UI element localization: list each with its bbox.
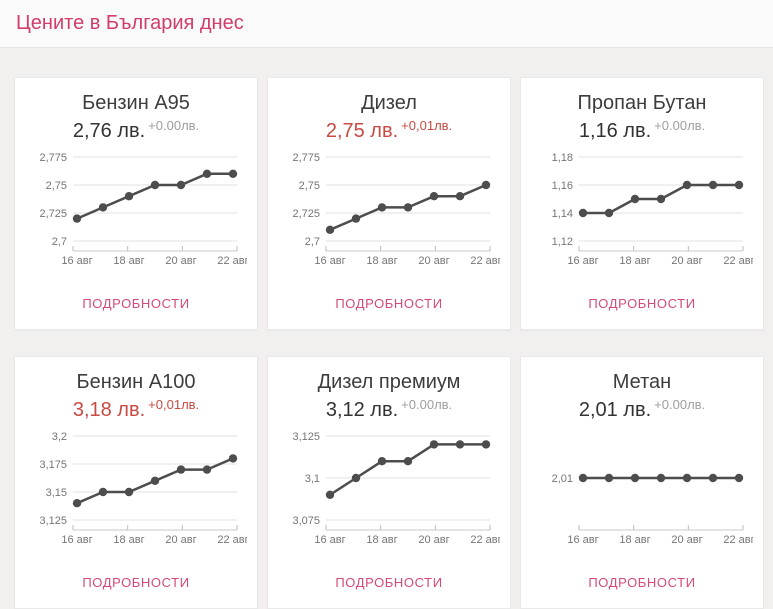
price-row: 2,76 лв. +0.00лв. xyxy=(73,118,199,143)
price-row: 2,01 лв. +0.00лв. xyxy=(579,397,705,422)
svg-text:3,075: 3,075 xyxy=(292,515,320,527)
details-link[interactable]: ПОДРОБНОСТИ xyxy=(82,296,190,311)
svg-text:1,18: 1,18 xyxy=(552,152,573,164)
svg-text:2,775: 2,775 xyxy=(292,152,320,164)
svg-text:2,725: 2,725 xyxy=(292,208,320,220)
details-link[interactable]: ПОДРОБНОСТИ xyxy=(335,296,443,311)
price-history-chart: 1,12 1,14 1,16 1,18 16 авг 18 авг 20 авг 22 авг xyxy=(552,152,753,267)
svg-text:3,1: 3,1 xyxy=(305,473,320,485)
svg-text:18 авг: 18 авг xyxy=(619,255,650,267)
svg-text:18 авг: 18 авг xyxy=(619,534,650,546)
svg-text:16 авг: 16 авг xyxy=(61,255,92,267)
svg-text:2,725: 2,725 xyxy=(39,208,67,220)
svg-text:20 авг: 20 авг xyxy=(671,534,702,546)
svg-text:22 авг: 22 авг xyxy=(217,255,247,267)
svg-text:16 авг: 16 авг xyxy=(314,534,345,546)
fuel-name: Бензин А100 xyxy=(76,371,196,393)
current-price: 3,12 лв. xyxy=(325,399,399,421)
svg-text:20 авг: 20 авг xyxy=(165,255,196,267)
current-price: 2,76 лв. xyxy=(72,120,146,142)
price-row: 1,16 лв. +0.00лв. xyxy=(579,118,705,143)
page-header: Цените в България днес xyxy=(0,0,773,48)
fuel-card-benzin-a95: Бензин А95 2,76 лв. +0.00лв. 2,7 2,725 2,75… xyxy=(14,77,258,330)
svg-text:3,15: 3,15 xyxy=(46,487,67,499)
price-change: +0,01лв. xyxy=(148,397,200,412)
svg-text:18 авг: 18 авг xyxy=(366,534,397,546)
details-link[interactable]: ПОДРОБНОСТИ xyxy=(588,296,696,311)
price-change: +0.00лв. xyxy=(654,397,706,412)
details-link[interactable]: ПОДРОБНОСТИ xyxy=(588,575,696,590)
price-history-chart: 3,075 3,1 3,125 16 авг 18 авг 20 авг 22 авг xyxy=(292,431,500,546)
svg-text:16 авг: 16 авг xyxy=(567,255,598,267)
svg-text:1,14: 1,14 xyxy=(552,208,573,220)
svg-text:3,2: 3,2 xyxy=(52,431,67,443)
price-row: 3,18 лв. +0,01лв. xyxy=(73,397,199,422)
svg-text:2,75: 2,75 xyxy=(46,180,67,192)
svg-text:2,75: 2,75 xyxy=(299,180,320,192)
price-change: +0.00лв. xyxy=(148,118,200,133)
page-title: Цените в България днес xyxy=(16,12,244,34)
svg-text:22 авг: 22 авг xyxy=(470,534,500,546)
svg-text:1,16: 1,16 xyxy=(552,180,573,192)
svg-text:20 авг: 20 авг xyxy=(165,534,196,546)
price-history-chart: 2,7 2,725 2,75 2,775 16 авг 18 авг 20 авг 22 ав… xyxy=(39,152,247,267)
svg-text:3,125: 3,125 xyxy=(292,431,320,443)
svg-text:2,7: 2,7 xyxy=(52,236,67,248)
current-price: 2,01 лв. xyxy=(578,399,652,421)
svg-text:16 авг: 16 авг xyxy=(314,255,345,267)
fuel-card-propan-butan: Пропан Бутан 1,16 лв. +0.00лв. 1,12 1,14 1,… xyxy=(520,77,764,330)
svg-text:1,12: 1,12 xyxy=(552,236,573,248)
current-price: 3,18 лв. xyxy=(72,399,146,421)
price-history-chart: 2,7 2,725 2,75 2,775 16 авг 18 авг 20 авг 22 ав… xyxy=(292,152,500,267)
price-row: 2,75 лв. +0,01лв. xyxy=(326,118,452,143)
fuel-card-dizel-premium: Дизел премиум 3,12 лв. +0.00лв. 3,075 3,1 3… xyxy=(267,356,511,609)
fuel-name: Дизел премиум xyxy=(317,371,461,393)
fuel-cards-grid: Бензин А95 2,76 лв. +0.00лв. 2,7 2,725 2,75… xyxy=(0,48,773,609)
price-history-chart: 3,125 3,15 3,175 3,2 16 авг 18 авг 20 авг 22 ав… xyxy=(39,431,247,546)
svg-text:22 авг: 22 авг xyxy=(470,255,500,267)
svg-text:3,125: 3,125 xyxy=(39,515,67,527)
fuel-name: Метан xyxy=(612,371,672,393)
details-link[interactable]: ПОДРОБНОСТИ xyxy=(335,575,443,590)
svg-text:22 авг: 22 авг xyxy=(723,534,753,546)
svg-text:20 авг: 20 авг xyxy=(418,534,449,546)
current-price: 1,16 лв. xyxy=(578,120,652,142)
current-price: 2,75 лв. xyxy=(325,120,399,142)
price-change: +0.00лв. xyxy=(401,397,453,412)
fuel-card-benzin-a100: Бензин А100 3,18 лв. +0,01лв. 3,125 3,15 3,… xyxy=(14,356,258,609)
fuel-name: Дизел xyxy=(361,92,417,114)
price-change: +0,01лв. xyxy=(401,118,453,133)
svg-text:18 авг: 18 авг xyxy=(113,255,144,267)
fuel-card-dizel: Дизел 2,75 лв. +0,01лв. 2,7 2,725 2,75 2,775… xyxy=(267,77,511,330)
svg-text:16 авг: 16 авг xyxy=(567,534,598,546)
price-change: +0.00лв. xyxy=(654,118,706,133)
fuel-name: Пропан Бутан xyxy=(577,92,707,114)
svg-text:16 авг: 16 авг xyxy=(61,534,92,546)
svg-text:18 авг: 18 авг xyxy=(113,534,144,546)
price-row: 3,12 лв. +0.00лв. xyxy=(326,397,452,422)
price-history-chart: 2,01 16 авг 18 авг 20 авг 22 авг xyxy=(552,473,753,546)
svg-text:20 авг: 20 авг xyxy=(671,255,702,267)
fuel-name: Бензин А95 xyxy=(82,92,190,114)
svg-text:3,175: 3,175 xyxy=(39,459,67,471)
svg-text:22 авг: 22 авг xyxy=(217,534,247,546)
svg-text:22 авг: 22 авг xyxy=(723,255,753,267)
fuel-card-metan: Метан 2,01 лв. +0.00лв. 2,01 16 авг 18 авг 2… xyxy=(520,356,764,609)
svg-text:2,7: 2,7 xyxy=(305,236,320,248)
svg-text:20 авг: 20 авг xyxy=(418,255,449,267)
svg-text:18 авг: 18 авг xyxy=(366,255,397,267)
details-link[interactable]: ПОДРОБНОСТИ xyxy=(82,575,190,590)
svg-text:2,01: 2,01 xyxy=(552,473,573,485)
svg-text:2,775: 2,775 xyxy=(39,152,67,164)
